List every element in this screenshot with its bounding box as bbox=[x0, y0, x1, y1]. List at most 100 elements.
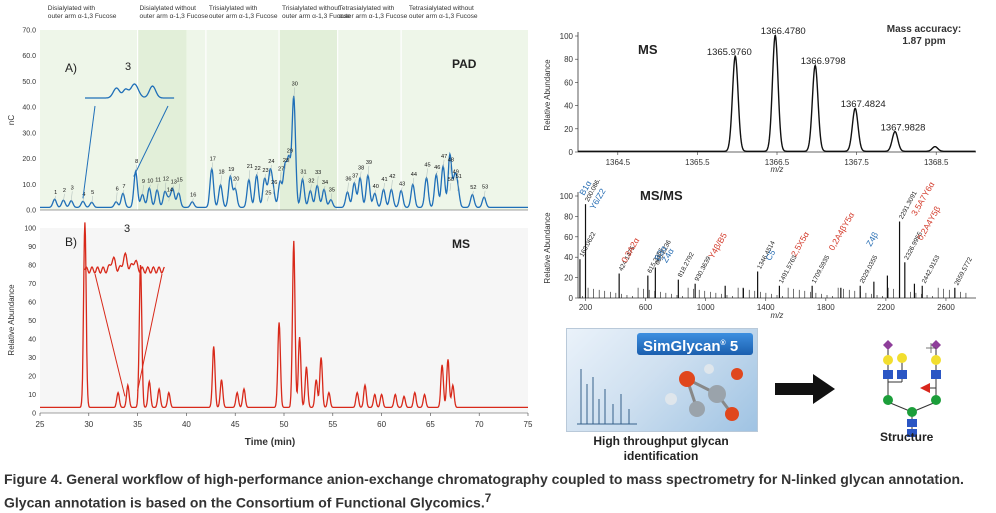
msms-fragment-label: Z4β bbox=[864, 230, 880, 248]
peak-label: 40 bbox=[373, 184, 379, 190]
group-label-line: outer arm α-1,3 Fucose bbox=[48, 13, 117, 20]
peak-label: 51 bbox=[456, 174, 462, 180]
peak-leader bbox=[142, 185, 144, 197]
panel-b-ytick: 100 bbox=[24, 226, 36, 233]
peak-label: 32 bbox=[308, 178, 314, 184]
xtick-label: 55 bbox=[328, 420, 337, 429]
peak-label: 37 bbox=[352, 174, 358, 180]
peak-leader bbox=[472, 191, 474, 197]
ms-peak-label: 1366.9798 bbox=[801, 56, 846, 67]
peak-leader bbox=[63, 193, 65, 202]
inset-connector bbox=[94, 273, 126, 397]
peak-leader bbox=[288, 154, 291, 163]
inset-connector bbox=[82, 105, 96, 199]
simglycan-screenshot: SimGlycan® 5 bbox=[566, 328, 758, 432]
peak-leader bbox=[54, 195, 56, 201]
peak-leader bbox=[149, 184, 151, 190]
peak-label: 28 bbox=[283, 158, 289, 164]
panel-a-ytick: 30.0 bbox=[22, 130, 36, 137]
simglycan-badge: SimGlycan® 5 bbox=[637, 333, 753, 355]
panel-b-inset: 3 bbox=[84, 223, 165, 397]
panel-a-inset-label: 3 bbox=[125, 61, 131, 73]
xtick-label: 25 bbox=[36, 420, 45, 429]
peak-label: 43 bbox=[399, 181, 405, 187]
msms-peak-label: 930.3639 bbox=[694, 255, 713, 283]
ms-trace-line bbox=[578, 34, 976, 153]
simglycan-caption: High throughput glycan identification bbox=[593, 434, 729, 463]
msms-fragment-label: 0.3A2α bbox=[619, 236, 641, 265]
ms-peak-label: 1367.9828 bbox=[881, 122, 926, 133]
ms-ytick: 60 bbox=[564, 78, 573, 87]
xtick-label: 30 bbox=[84, 420, 93, 429]
ms-ytick: 100 bbox=[560, 32, 574, 41]
peak-label: 38 bbox=[358, 165, 364, 171]
msms-peak-label: 1491.5763 bbox=[778, 254, 799, 285]
ms-xtick: 1368.5 bbox=[924, 158, 949, 167]
peak-label: 53 bbox=[482, 185, 488, 191]
peak-leader bbox=[115, 192, 118, 204]
group-label-line: Tetrasialylated with bbox=[339, 5, 395, 12]
inset-trace-line bbox=[85, 83, 175, 99]
peak-label: 26 bbox=[271, 180, 277, 186]
peak-leader bbox=[330, 193, 333, 202]
peak-label: 50 bbox=[448, 177, 454, 183]
inset-connector bbox=[137, 273, 163, 391]
peak-leader bbox=[483, 190, 486, 199]
xtick-label: 75 bbox=[524, 420, 533, 429]
ms-xlabel: m/z bbox=[771, 165, 784, 174]
peak-label: 49 bbox=[453, 170, 459, 176]
panel-a-ytick: 40.0 bbox=[22, 105, 36, 112]
ms-xtick: 1367.5 bbox=[844, 158, 869, 167]
panel-b-ytick: 50 bbox=[28, 318, 36, 325]
panel-a-ytick: 10.0 bbox=[22, 182, 36, 189]
peak-leader bbox=[374, 189, 376, 195]
galactose-icon bbox=[931, 355, 941, 365]
peak-leader bbox=[426, 168, 428, 180]
peak-leader bbox=[391, 179, 393, 192]
peak-label: 11 bbox=[155, 178, 161, 184]
peak-label: 16 bbox=[190, 192, 196, 198]
group-label: Trisialylated without outer arm α-1,3 Fuc… bbox=[282, 5, 351, 20]
panel-a-label: A) bbox=[65, 61, 77, 75]
chromatogram-figure: Disialylated with outer arm α-1,3 FucoseD… bbox=[7, 5, 533, 448]
peak-label: 22 bbox=[255, 166, 261, 172]
msms-fragment-label: 0,2A4βY5α bbox=[826, 210, 856, 252]
peak-leader bbox=[71, 191, 73, 203]
peak-label: 15 bbox=[176, 178, 182, 184]
peak-label: 19 bbox=[228, 167, 234, 173]
panel-b-label: B) bbox=[65, 235, 77, 249]
msms-fragment-label: 2,5X5α bbox=[789, 230, 811, 259]
panel-a-ytick: 0.0 bbox=[26, 208, 36, 215]
ms-annotation-line: Mass accuracy: bbox=[887, 24, 962, 35]
group-label-line: outer arm α-1,3 Fucose bbox=[339, 13, 408, 20]
ms-ytick: 80 bbox=[564, 55, 573, 64]
msms-ytick: 0 bbox=[569, 294, 574, 303]
peak-label: 29 bbox=[287, 149, 293, 155]
inset-connector bbox=[133, 105, 169, 177]
glcnac-icon bbox=[907, 419, 917, 427]
peak-label: 48 bbox=[448, 157, 454, 163]
peak-leader bbox=[359, 171, 362, 180]
msms-peak-label: 818.2792 bbox=[677, 251, 696, 279]
mannose-icon bbox=[907, 407, 917, 417]
group-label-line: Tetrasialylated without bbox=[409, 5, 474, 12]
panel-b-ytick: 70 bbox=[28, 281, 36, 288]
peak-leader bbox=[284, 164, 287, 170]
group-label: Tetrasialylated without outer arm α-1,3 F… bbox=[409, 5, 478, 20]
peak-leader bbox=[400, 187, 403, 193]
peak-leader bbox=[264, 173, 266, 183]
peak-leader bbox=[449, 163, 452, 175]
panel-a-ytick: 20.0 bbox=[22, 156, 36, 163]
peak-label: 34 bbox=[322, 180, 328, 186]
peak-leader bbox=[354, 179, 356, 185]
peak-leader bbox=[316, 176, 319, 188]
peak-leader bbox=[412, 177, 415, 186]
ms-ylabel: Relative Abundance bbox=[543, 59, 552, 131]
msms-fragment-label: Y4β/B5 bbox=[706, 231, 729, 261]
msms-peak-label: 1709.5935 bbox=[811, 254, 832, 285]
group-band bbox=[279, 30, 338, 210]
peak-label: 30 bbox=[292, 81, 298, 87]
peak-label: 13 bbox=[171, 179, 177, 185]
peak-label: 2 bbox=[63, 188, 66, 194]
panel-b-ytick: 20 bbox=[28, 374, 36, 381]
